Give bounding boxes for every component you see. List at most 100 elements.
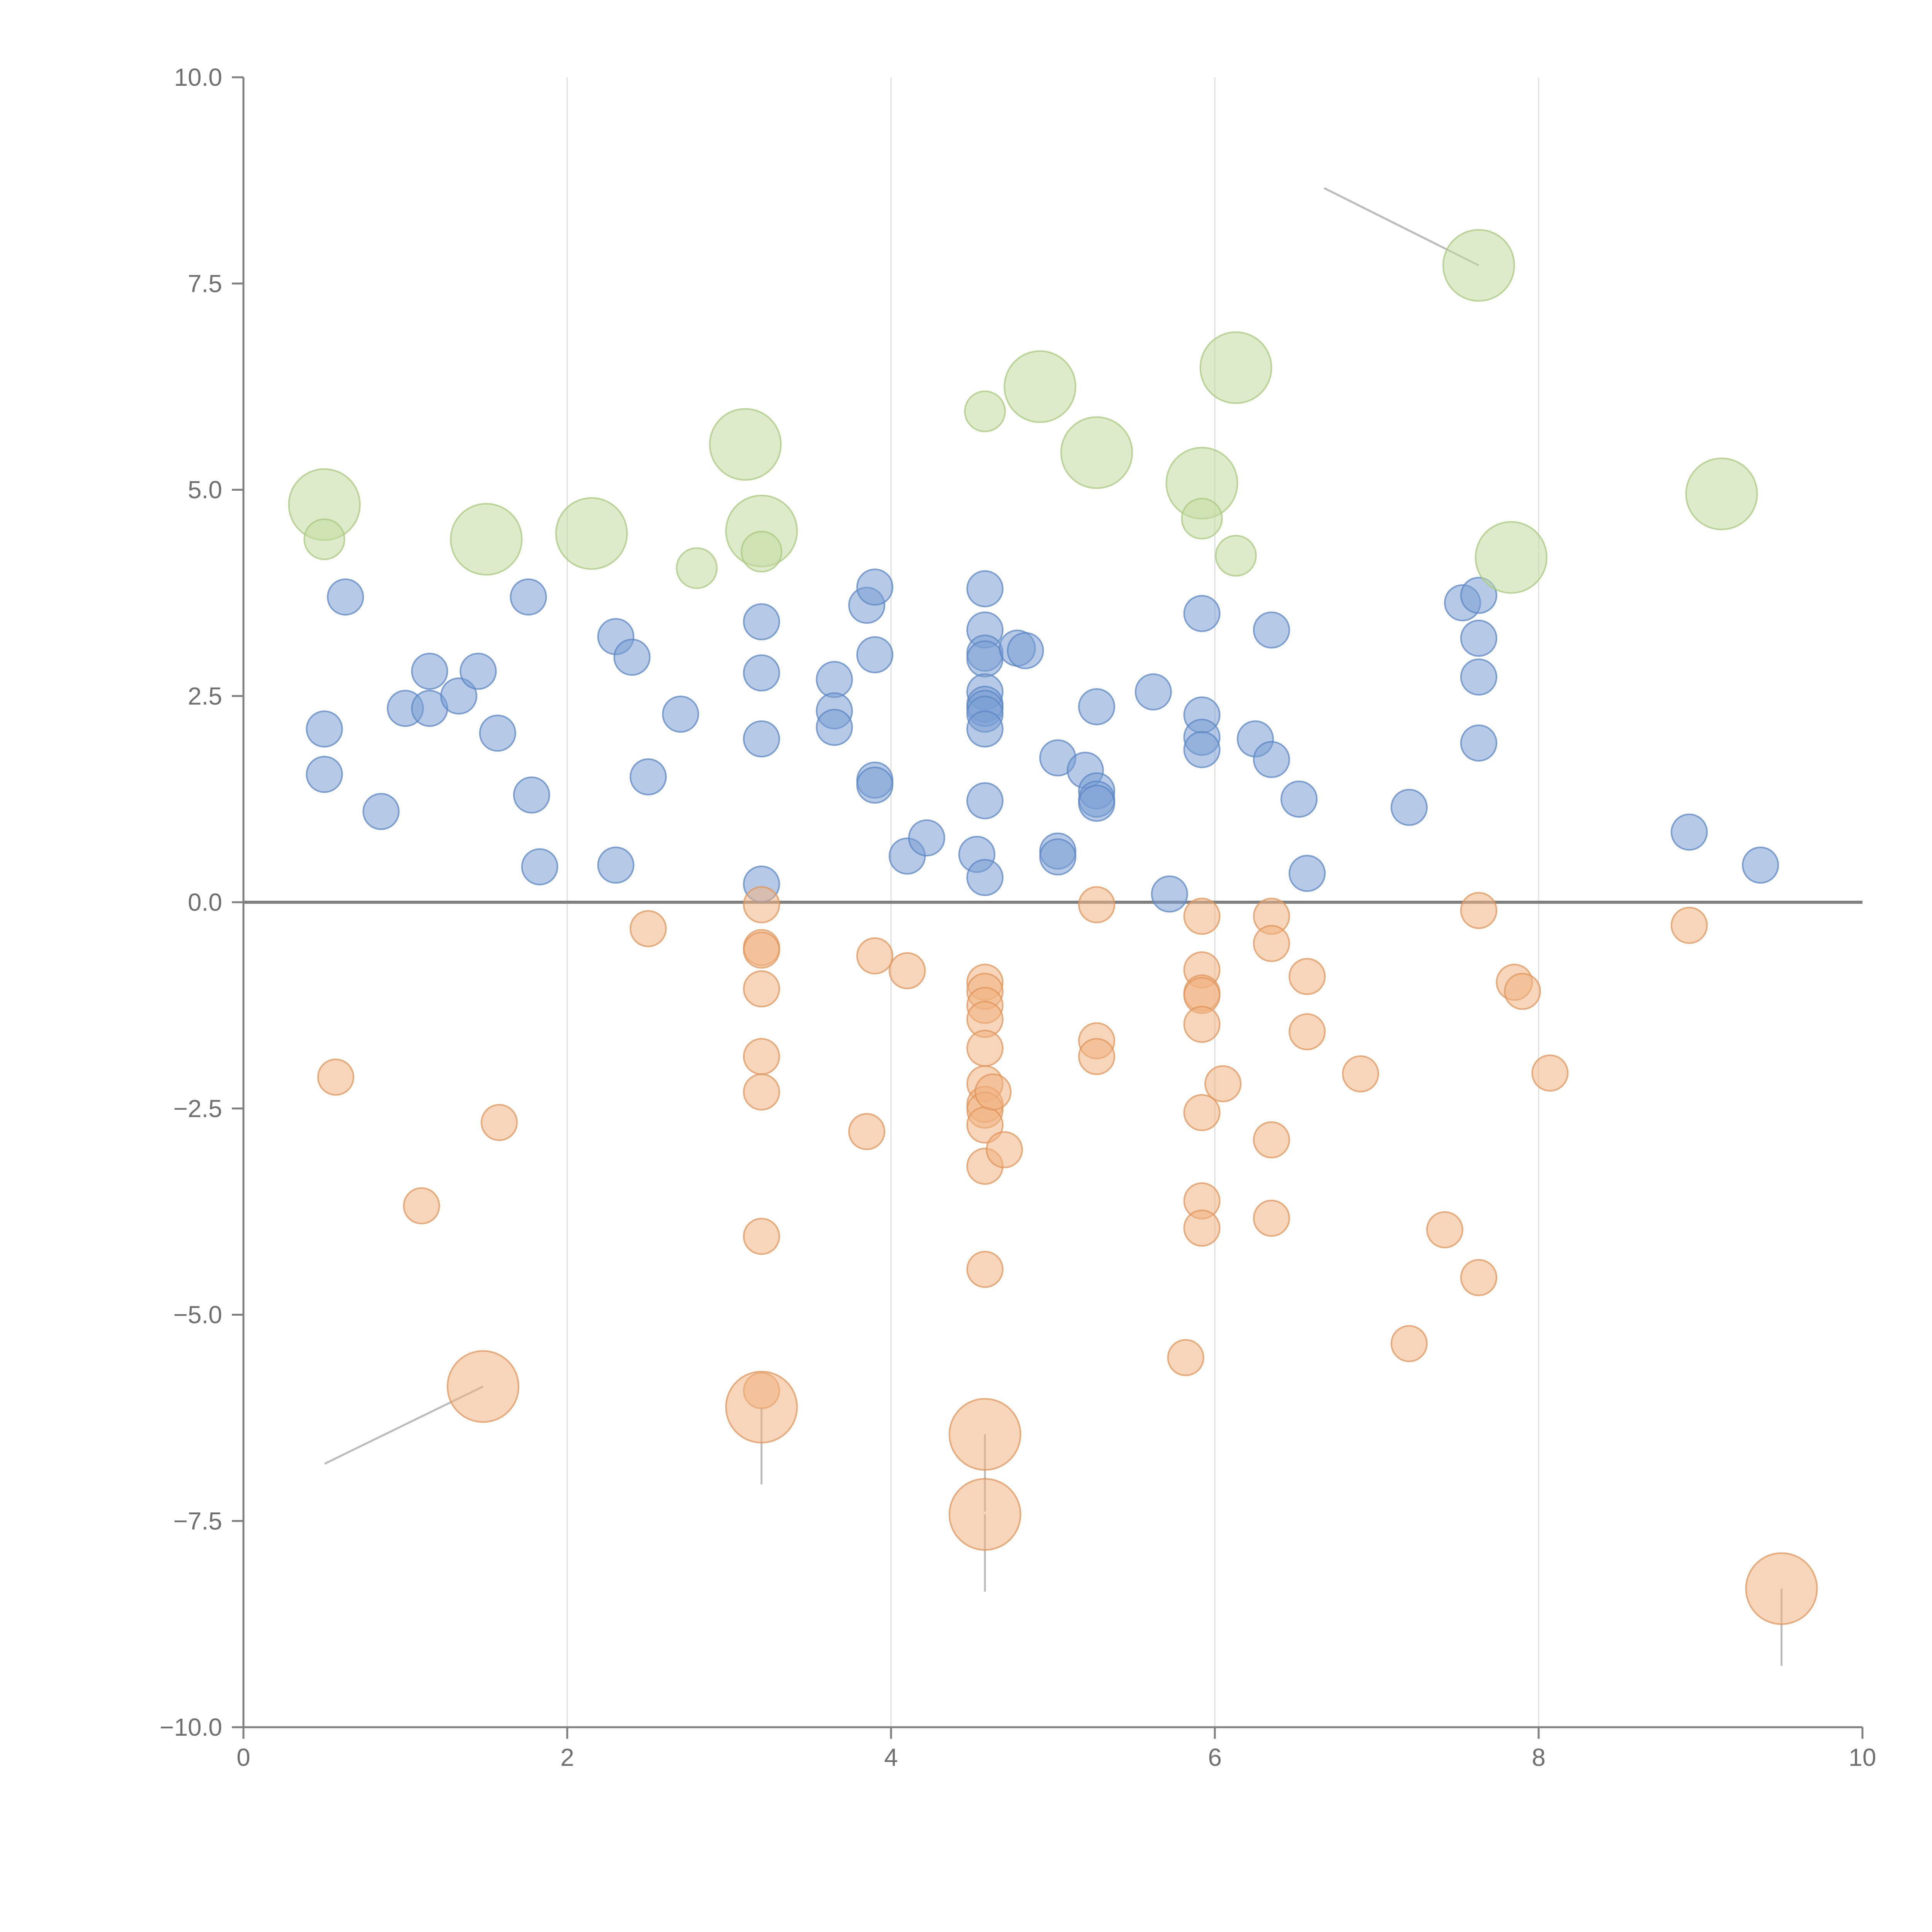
point-positive-11 (513, 776, 550, 814)
point-positive-56 (1183, 595, 1221, 632)
point-positive-medium-1 (676, 547, 718, 589)
y-tick-label: −10.0 (160, 1713, 222, 1741)
point-positive-7 (440, 677, 478, 715)
point-negative-8 (743, 1038, 780, 1075)
x-tick-label: 8 (1532, 1743, 1546, 1771)
point-positive-42 (966, 782, 1004, 820)
point-positive-medium-5 (1215, 535, 1257, 577)
y-tick-label: 2.5 (188, 682, 222, 710)
point-positive-medium-3 (964, 390, 1006, 432)
point-negative-48 (1390, 1325, 1428, 1362)
point-negative-7 (743, 970, 780, 1008)
point-negative-14 (888, 952, 926, 990)
point-positive-medium-0 (303, 518, 345, 560)
point-positive-26 (856, 568, 894, 606)
point-positive-68 (1460, 619, 1497, 657)
y-tick-label: 7.5 (188, 270, 222, 298)
point-positive-33 (966, 570, 1004, 607)
point-positive-medium-4 (1181, 498, 1223, 540)
point-negative-28 (1078, 886, 1116, 923)
y-tick-label: 10.0 (174, 63, 222, 91)
point-negative-26 (974, 1073, 1012, 1111)
point-positive-outliers-10 (1475, 521, 1548, 594)
point-positive-14 (597, 846, 634, 884)
point-negative-45 (1288, 958, 1326, 995)
point-negative-outliers-4 (1745, 1552, 1818, 1625)
point-positive-16 (629, 758, 667, 796)
point-positive-65 (1390, 789, 1428, 826)
point-positive-36 (966, 640, 1004, 678)
point-negative-40 (1204, 1065, 1242, 1102)
point-positive-24 (816, 709, 853, 746)
point-positive-medium-2 (740, 531, 782, 573)
point-negative-outliers-0 (447, 1350, 520, 1423)
x-tick-label: 2 (560, 1743, 574, 1771)
point-negative-outliers-1 (725, 1371, 798, 1444)
point-positive-8 (459, 653, 497, 690)
point-negative-9 (743, 1073, 780, 1111)
point-negative-4 (743, 886, 780, 923)
x-tick-label: 4 (884, 1743, 898, 1771)
point-positive-59 (1183, 731, 1221, 769)
axes (242, 77, 1862, 1728)
tick-labels: 0 2 4 6 8 10 −10.0 −7.5 −5.0 −2.5 0.0 2.5 5.0 7.5 10.0 (160, 63, 1876, 1771)
point-negative-outliers-3 (949, 1478, 1022, 1551)
point-positive-15 (613, 638, 651, 676)
point-positive-outliers-6 (1060, 416, 1133, 489)
point-positive-20 (743, 720, 780, 758)
point-positive-71 (1670, 813, 1708, 851)
point-positive-outliers-1 (450, 503, 523, 576)
point-positive-2 (327, 578, 364, 616)
point-negative-44 (1253, 1199, 1290, 1237)
point-positive-outliers-8 (1199, 331, 1272, 404)
y-tick-label: −5.0 (173, 1301, 222, 1329)
point-positive-50 (1078, 688, 1116, 726)
point-positive-1 (306, 756, 343, 793)
point-positive-outliers-11 (1685, 457, 1758, 531)
point-positive-outliers-2 (555, 497, 628, 570)
point-negative-43 (1253, 1121, 1290, 1158)
point-negative-outliers-2 (949, 1398, 1022, 1471)
point-positive-18 (743, 603, 780, 641)
point-positive-41 (966, 710, 1004, 748)
point-negative-1 (403, 1187, 440, 1225)
point-positive-72 (1742, 846, 1779, 884)
point-positive-22 (816, 661, 853, 698)
data-points (288, 229, 1818, 1625)
point-negative-46 (1288, 1013, 1326, 1051)
point-negative-27 (986, 1131, 1023, 1168)
point-negative-53 (1504, 973, 1541, 1010)
point-positive-64 (1288, 855, 1326, 892)
point-negative-49 (1426, 1211, 1463, 1248)
point-negative-37 (1183, 1094, 1221, 1131)
point-positive-70 (1460, 724, 1497, 762)
point-negative-10 (743, 1218, 780, 1255)
y-tick-label: −2.5 (173, 1095, 222, 1122)
point-positive-53 (1078, 784, 1116, 822)
point-positive-67 (1460, 577, 1497, 614)
point-positive-12 (521, 848, 558, 886)
point-negative-50 (1460, 892, 1497, 929)
point-positive-69 (1460, 658, 1497, 696)
point-positive-62 (1253, 741, 1290, 778)
point-positive-9 (479, 714, 516, 752)
point-negative-55 (1670, 906, 1708, 944)
point-positive-outliers-3 (709, 408, 782, 481)
y-tick-label: −7.5 (173, 1507, 222, 1535)
point-positive-29 (856, 766, 894, 804)
point-negative-13 (856, 937, 894, 975)
point-negative-2 (481, 1104, 518, 1141)
point-negative-36 (1183, 1005, 1221, 1043)
point-positive-3 (362, 793, 400, 830)
point-positive-48 (1039, 838, 1077, 876)
point-positive-19 (743, 654, 780, 692)
point-positive-27 (856, 636, 894, 673)
point-positive-0 (306, 710, 343, 748)
point-positive-43 (966, 859, 1004, 896)
point-negative-47 (1342, 1055, 1379, 1093)
point-negative-12 (848, 1113, 886, 1150)
point-negative-6 (743, 931, 780, 969)
point-negative-30 (1078, 1038, 1116, 1075)
point-negative-3 (629, 910, 667, 947)
